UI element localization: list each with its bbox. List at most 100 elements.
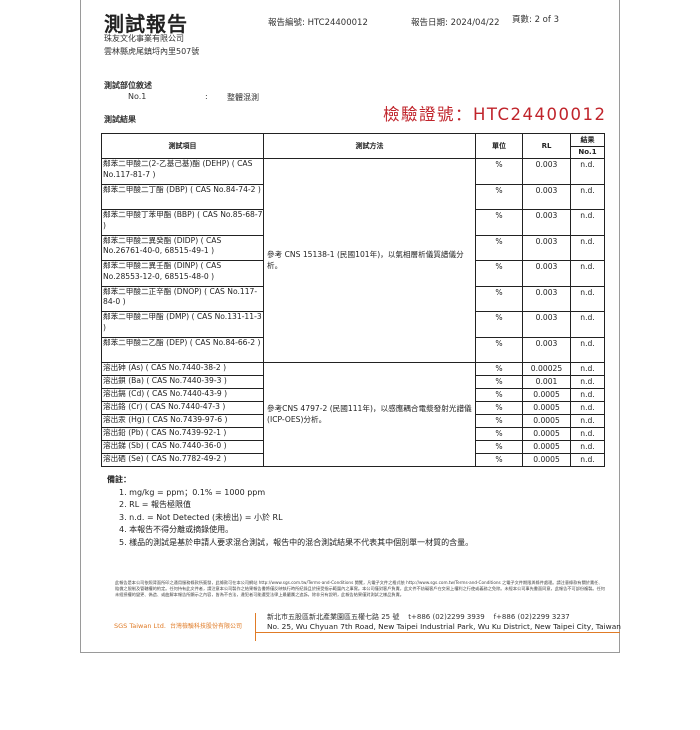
table-row: 溶出鋇 (Ba) ( CAS No.7440-39-3 )% 0.001 n.d.: [101, 375, 605, 389]
notes-heading: 備註：: [107, 475, 131, 484]
certificate-number: 檢驗證號：HTC24400012: [383, 105, 607, 124]
report-title: 測試報告: [104, 12, 188, 36]
notes: 備註： 1. mg/kg = ppm；0.1% = 1000 ppm 2. RL…: [107, 474, 473, 549]
header-unit: 單位: [475, 133, 523, 159]
report-date: 報告日期: 2024/04/22: [411, 18, 500, 28]
legal-disclaimer: 此報告是本公司依照背面所印之通用服務條款所簽發，此條款可在本公司網站 http:…: [115, 580, 605, 597]
rl-value: 0.0005: [522, 401, 571, 415]
table-row: 溶出銻 (Sb) ( CAS No.7440-36-0 )% 0.0005 n.d.: [101, 440, 605, 454]
unit: %: [475, 375, 523, 389]
note-item: 4. 本報告不得分離或摘錄使用。: [119, 525, 234, 534]
rl-value: 0.00025: [522, 362, 571, 376]
test-item: 鄰苯二甲酸二甲酯 (DMP) ( CAS No.131-11-3 ): [101, 311, 264, 338]
test-item: 鄰苯二甲酸丁苯甲酯 (BBP) ( CAS No.85-68-7 ): [101, 209, 264, 236]
table-row: 鄰苯二甲酸二丁酯 (DBP) ( CAS No.84-74-2 )% 0.003 n…: [101, 183, 605, 210]
test-item: 溶出鋇 (Ba) ( CAS No.7440-39-3 ): [101, 375, 264, 389]
header-item: 測試項目: [101, 133, 264, 159]
header-result: 結果: [570, 133, 605, 147]
unit: %: [475, 234, 523, 261]
rl-value: 0.0005: [522, 427, 571, 441]
test-item: 溶出硒 (Se) ( CAS No.7782-49-2 ): [101, 453, 264, 467]
results-label: 測試結果: [104, 115, 136, 124]
footer-divider-vertical: [255, 613, 256, 641]
unit: %: [475, 209, 523, 236]
table-row: 溶出鎘 (Cd) ( CAS No.7440-43-9 )% 0.0005 n.d.: [101, 388, 605, 402]
result-value: n.d.: [570, 453, 605, 467]
fax: f+886 (02)2299 3237: [493, 613, 570, 621]
result-value: n.d.: [570, 336, 605, 363]
rl-value: 0.0005: [522, 414, 571, 428]
result-value: n.d.: [570, 285, 605, 312]
rl-value: 0.0005: [522, 453, 571, 467]
test-item: 溶出鉛 (Pb) ( CAS No.7439-92-1 ): [101, 427, 264, 441]
table-row: 溶出鉻 (Cr) ( CAS No.7440-47-3 )% 0.0005 n.d.: [101, 401, 605, 415]
rl-value: 0.003: [522, 158, 571, 185]
result-value: n.d.: [570, 388, 605, 402]
unit: %: [475, 158, 523, 185]
footer-contact: 新北市五股區新北產業園區五權七路 25 號 t+886 (02)2299 393…: [267, 612, 570, 622]
note-item: 5. 樣品的測試是基於申請人要求混合測試，報告中的混合測試結果不代表其中個別單一…: [119, 537, 474, 547]
result-value: n.d.: [570, 183, 605, 210]
unit: %: [475, 401, 523, 415]
rl-value: 0.0005: [522, 388, 571, 402]
unit: %: [475, 362, 523, 376]
unit: %: [475, 183, 523, 210]
test-method: 參考CNS 4797-2 (民國111年)，以感應耦合電漿發射光譜儀(ICP-O…: [263, 362, 476, 467]
header-rl: RL: [522, 133, 571, 159]
unit: %: [475, 414, 523, 428]
result-value: n.d.: [570, 401, 605, 415]
test-method: 參考 CNS 15138-1 (民國101年)，以氣相層析儀質譜儀分析。: [263, 158, 476, 363]
rl-value: 0.003: [522, 336, 571, 363]
test-item: 鄰苯二甲酸二異癸酯 (DIDP) ( CAS No.26761-40-0, 68…: [101, 234, 264, 261]
sgs-company-en: SGS Taiwan Ltd.: [114, 622, 166, 630]
unit: %: [475, 260, 523, 287]
sample-no: No.1: [128, 92, 147, 101]
test-item: 溶出砷 (As) ( CAS No.7440-38-2 ): [101, 362, 264, 376]
result-value: n.d.: [570, 158, 605, 185]
unit: %: [475, 453, 523, 467]
footer-divider-horizontal: [255, 632, 620, 633]
page-number: 頁數: 2 of 3: [512, 15, 559, 25]
unit: %: [475, 311, 523, 338]
rl-value: 0.0005: [522, 440, 571, 454]
sample-description: 整體混測: [227, 93, 259, 102]
test-item: 鄰苯二甲酸二(2-乙基己基)酯 (DEHP) ( CAS No.117-81-7…: [101, 158, 264, 185]
rl-value: 0.003: [522, 209, 571, 236]
unit: %: [475, 285, 523, 312]
result-value: n.d.: [570, 234, 605, 261]
unit: %: [475, 427, 523, 441]
result-value: n.d.: [570, 427, 605, 441]
note-item: 2. RL = 報告極限值: [119, 500, 191, 509]
rl-value: 0.001: [522, 375, 571, 389]
test-item: 溶出鉻 (Cr) ( CAS No.7440-47-3 ): [101, 401, 264, 415]
unit: %: [475, 336, 523, 363]
rl-value: 0.003: [522, 285, 571, 312]
results-table: 測試項目 測試方法 單位 RL 結果 No.1 鄰苯二甲酸二(2-乙基己基)酯 (DEH…: [101, 133, 605, 467]
result-value: n.d.: [570, 209, 605, 236]
table-row: 鄰苯二甲酸二異癸酯 (DIDP) ( CAS No.26761-40-0, 68…: [101, 234, 605, 261]
company-address: 雲林縣虎尾鎮埒內里507號: [104, 47, 200, 56]
test-item: 鄰苯二甲酸二異壬酯 (DINP) ( CAS No.28553-12-0, 68…: [101, 260, 264, 287]
note-item: 3. n.d. = Not Detected (未檢出) = 小於 RL: [119, 512, 283, 522]
test-item: 鄰苯二甲酸二正辛酯 (DNOP) ( CAS No.117-84-0 ): [101, 285, 264, 312]
table-row: 溶出汞 (Hg) ( CAS No.7439-97-6 )% 0.0005 n.d.: [101, 414, 605, 428]
table-row: 鄰苯二甲酸二甲酯 (DMP) ( CAS No.131-11-3 )% 0.003…: [101, 311, 605, 338]
report-number: 報告編號: HTC24400012: [268, 18, 368, 28]
phone: t+886 (02)2299 3939: [408, 613, 485, 621]
result-value: n.d.: [570, 414, 605, 428]
test-item: 鄰苯二甲酸二乙酯 (DEP) ( CAS No.84-66-2 ): [101, 336, 264, 363]
address-en: No. 25, Wu Chyuan 7th Road, New Taipei I…: [267, 622, 621, 631]
table-row: 溶出硒 (Se) ( CAS No.7782-49-2 )% 0.0005 n.d.: [101, 453, 605, 467]
result-value: n.d.: [570, 260, 605, 287]
rl-value: 0.003: [522, 260, 571, 287]
rl-value: 0.003: [522, 311, 571, 338]
rl-value: 0.003: [522, 183, 571, 210]
test-item: 溶出汞 (Hg) ( CAS No.7439-97-6 ): [101, 414, 264, 428]
part-label: 測試部位敘述: [104, 81, 152, 90]
test-item: 溶出鎘 (Cd) ( CAS No.7440-43-9 ): [101, 388, 264, 402]
sgs-company: SGS Taiwan Ltd. 台灣檢驗科技股份有限公司: [114, 621, 242, 630]
company-name: 珠友文化事業有限公司: [104, 34, 184, 43]
table-row: 溶出砷 (As) ( CAS No.7440-38-2 ) 參考CNS 4797-…: [101, 362, 605, 467]
header-method: 測試方法: [263, 133, 476, 159]
table-row: 鄰苯二甲酸二(2-乙基己基)酯 (DEHP) ( CAS No.117-81-7…: [101, 158, 605, 363]
